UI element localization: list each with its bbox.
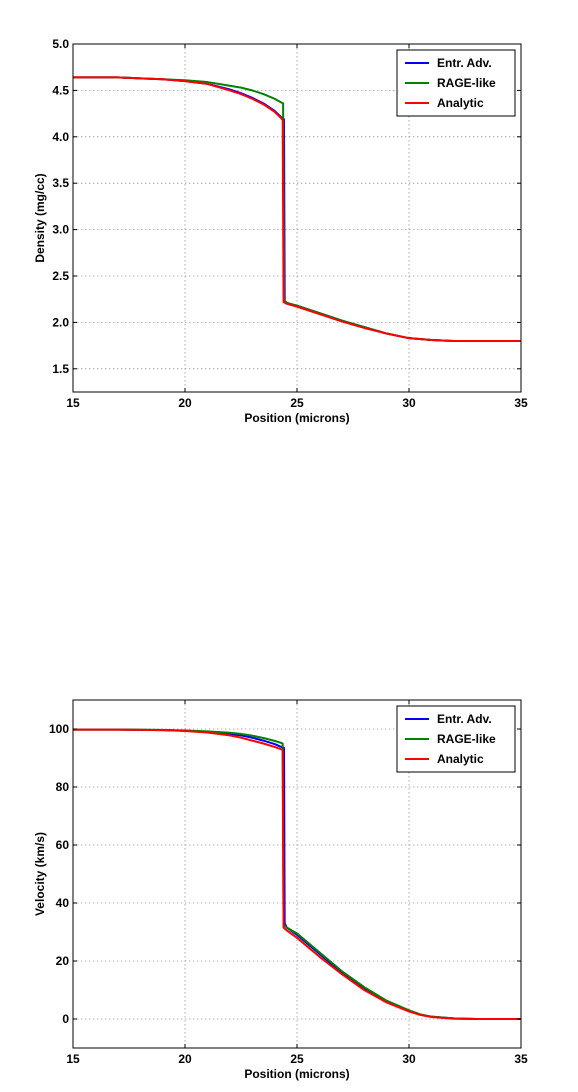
density-y-tick-label: 1.5 (52, 362, 69, 376)
velocity-x-tick-label: 15 (66, 1052, 80, 1066)
velocity-x-tick-label: 20 (178, 1052, 192, 1066)
velocity-x-tick-label: 25 (290, 1052, 304, 1066)
velocity-y-axis-label: Velocity (km/s) (33, 832, 47, 916)
velocity-legend-label: RAGE-like (437, 732, 496, 746)
density-series (73, 76, 521, 342)
velocity-legend-label: Analytic (437, 752, 484, 766)
velocity-chart: 15 20 25 30 35 0 20 40 60 80 100 Position (microns… (33, 699, 528, 1081)
density-x-tick-label: 35 (514, 396, 528, 410)
density-chart: 15 20 25 30 35 1.5 2.0 2.5 3.0 3.5 4.0 4.5 5.0 Posit… (33, 37, 528, 425)
density-y-tick-label: 5.0 (52, 37, 69, 51)
density-x-tick-label: 25 (290, 396, 304, 410)
density-legend-label: Analytic (437, 96, 484, 110)
velocity-y-tick-label: 80 (56, 780, 70, 794)
velocity-series-line-3 (73, 728, 521, 1020)
density-y-tick-label: 3.5 (52, 176, 69, 190)
velocity-legend-label: Entr. Adv. (437, 712, 492, 726)
density-y-tick-label: 3.0 (52, 223, 69, 237)
density-y-tick-label: 2.5 (52, 269, 69, 283)
velocity-x-tick-label: 30 (402, 1052, 416, 1066)
velocity-y-tick-label: 60 (56, 838, 70, 852)
velocity-y-tick-label: 100 (49, 722, 69, 736)
velocity-series (73, 728, 521, 1020)
density-x-axis-label: Position (microns) (244, 411, 349, 425)
density-legend: Entr. Adv. RAGE-like Analytic (396, 49, 516, 117)
density-series-line-3 (73, 76, 521, 342)
velocity-x-axis-label: Position (microns) (244, 1067, 349, 1081)
velocity-ticks: 15 20 25 30 35 0 20 40 60 80 100 (49, 700, 528, 1066)
density-y-tick-label: 4.5 (52, 83, 69, 97)
velocity-legend: Entr. Adv. RAGE-like Analytic (396, 705, 516, 773)
density-legend-label: Entr. Adv. (437, 56, 492, 70)
density-x-tick-label: 30 (402, 396, 416, 410)
density-x-tick-label: 20 (178, 396, 192, 410)
velocity-y-tick-label: 0 (62, 1012, 69, 1026)
velocity-y-tick-label: 20 (56, 954, 70, 968)
velocity-y-tick-label: 40 (56, 896, 70, 910)
density-ticks: 15 20 25 30 35 1.5 2.0 2.5 3.0 3.5 4.0 4.5 5.0 (52, 37, 528, 410)
velocity-x-tick-label: 35 (514, 1052, 528, 1066)
density-x-tick-label: 15 (66, 396, 80, 410)
density-y-tick-label: 2.0 (52, 315, 69, 329)
density-y-axis-label: Density (mg/cc) (33, 173, 47, 262)
density-y-tick-label: 4.0 (52, 130, 69, 144)
density-legend-label: RAGE-like (437, 76, 496, 90)
